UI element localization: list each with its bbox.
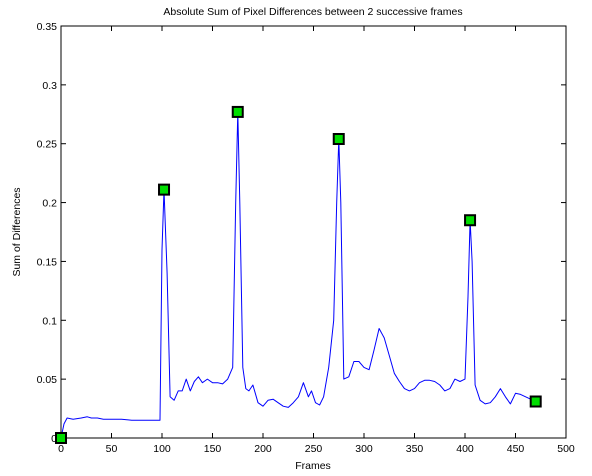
y-tick-label: 0.3 [42, 80, 57, 92]
y-tick-label: 0.25 [37, 139, 58, 151]
peak-marker [55, 432, 67, 444]
x-tick-label: 250 [305, 443, 323, 455]
peak-marker [529, 395, 542, 408]
y-axis-ticks: 0 0.05 0.1 0.15 0.2 0.25 0.3 0.35 [37, 21, 566, 445]
x-tick-label: 200 [254, 443, 272, 455]
y-tick-label: 0 [51, 433, 57, 445]
y-tick-label: 0.15 [37, 256, 58, 268]
peak-marker [231, 105, 244, 118]
y-tick-label: 0.1 [42, 315, 57, 327]
x-axis-label: Frames [295, 460, 331, 472]
y-tick-label: 0.35 [37, 21, 58, 33]
y-axis-label: Sum of Differences [11, 187, 23, 276]
x-tick-label: 0 [58, 443, 64, 455]
x-tick-label: 50 [106, 443, 118, 455]
y-tick-label: 0.05 [37, 374, 58, 386]
plot-area [60, 25, 567, 439]
peak-marker [158, 183, 171, 196]
x-axis-ticks: 0 50 100 150 200 250 300 350 400 450 500 [58, 26, 575, 455]
x-tick-label: 100 [153, 443, 171, 455]
x-tick-label: 300 [355, 443, 373, 455]
x-tick-label: 350 [406, 443, 424, 455]
x-tick-label: 150 [204, 443, 222, 455]
peak-marker [464, 214, 477, 227]
x-tick-label: 450 [507, 443, 525, 455]
peak-marker [332, 133, 345, 146]
series-layer [60, 111, 536, 439]
series-line [60, 111, 536, 439]
x-tick-label: 500 [557, 443, 575, 455]
x-tick-label: 400 [456, 443, 474, 455]
marker-layer [55, 105, 542, 444]
chart-title: Absolute Sum of Pixel Differences betwee… [163, 6, 462, 18]
y-tick-label: 0.2 [42, 198, 57, 210]
